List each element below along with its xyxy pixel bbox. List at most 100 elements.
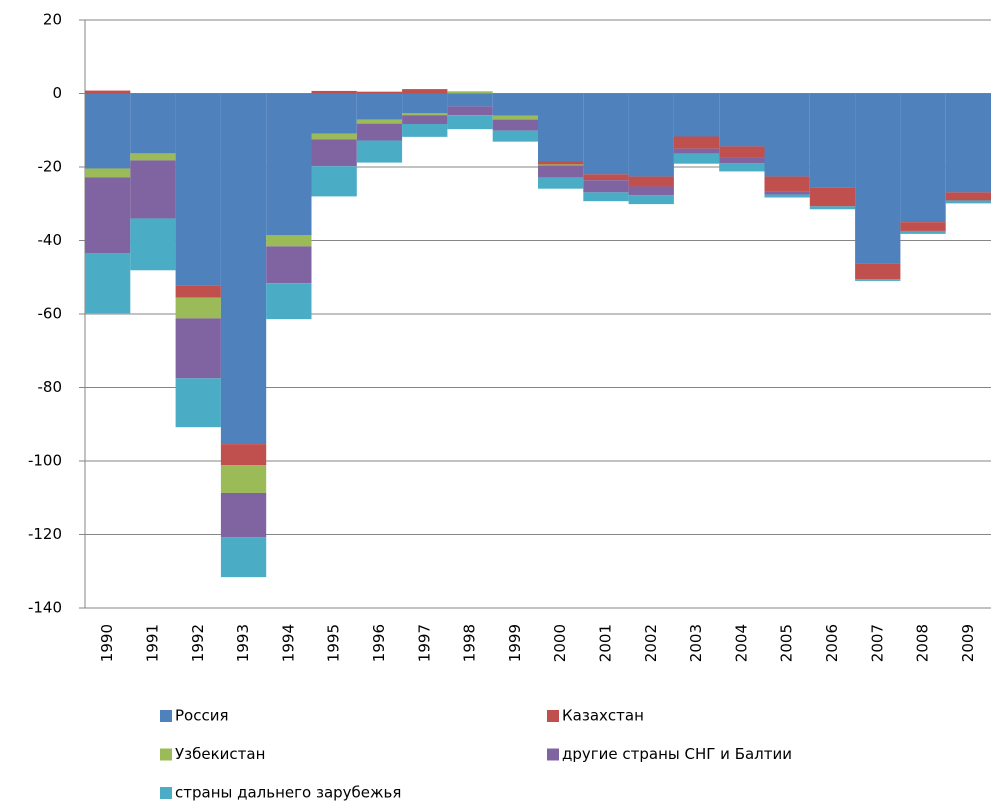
x-tick-label: 1991: [143, 624, 161, 662]
x-tick-label: 1990: [98, 624, 116, 662]
bar-segment: [538, 161, 584, 165]
x-tick-label: 2005: [778, 624, 796, 662]
bar-segment: [809, 206, 856, 210]
x-tick-label: 2007: [868, 624, 886, 662]
x-tick-label: 2009: [959, 624, 977, 662]
bar-segment: [538, 93, 584, 162]
bar-segment: [583, 174, 629, 181]
bar-segment: [447, 93, 493, 107]
bar-segment: [220, 492, 267, 538]
bar-segment: [583, 192, 629, 202]
y-tick-label: 0: [52, 84, 62, 102]
x-tick-label: 2006: [823, 624, 841, 662]
bar-segment: [220, 444, 267, 466]
bar-segment: [492, 119, 538, 131]
x-tick-label: 2001: [596, 624, 614, 662]
bar-segment: [447, 91, 493, 94]
bar-segment: [175, 297, 221, 319]
bar-segment: [356, 140, 403, 163]
bar-segment: [356, 91, 403, 94]
x-tick-label: 1993: [234, 624, 252, 662]
bar-segment: [628, 176, 674, 187]
x-tick-label: 2004: [732, 624, 750, 662]
bar-segment: [900, 222, 946, 231]
bar-segment: [175, 93, 221, 286]
bar-segment: [809, 187, 856, 207]
y-tick-label: -140: [28, 599, 62, 617]
legend-label: Казахстан: [562, 707, 644, 725]
y-tick-label: -20: [38, 158, 63, 176]
x-tick-label: 1992: [189, 624, 207, 662]
x-tick-label: 1999: [506, 624, 524, 662]
bar-segment: [311, 133, 357, 140]
bar-segment: [311, 139, 357, 167]
bar-segment: [311, 90, 357, 94]
bar-segment: [764, 194, 810, 198]
bar-segment: [673, 93, 720, 137]
legend-swatch: [547, 748, 559, 761]
x-tick-label: 1998: [461, 624, 479, 662]
bar-segment: [130, 93, 176, 154]
x-tick-label: 2008: [914, 624, 932, 662]
bar-segment: [130, 218, 176, 271]
y-tick-label: 20: [43, 11, 62, 29]
bar-segment: [220, 465, 267, 493]
bar-segment: [673, 136, 720, 149]
bar-segment: [945, 200, 991, 204]
legend-swatch: [160, 787, 172, 799]
y-tick-label: -60: [38, 305, 63, 323]
legend-label: другие страны СНГ и Балтии: [562, 745, 792, 763]
bar-segment: [628, 93, 674, 177]
bar-segment: [492, 93, 538, 116]
x-tick-label: 2003: [687, 624, 705, 662]
bar-segment: [628, 186, 674, 196]
bar-segment: [764, 191, 810, 195]
bar-segment: [447, 106, 493, 116]
bar-segment: [85, 168, 131, 178]
bar-segment: [492, 115, 538, 120]
y-tick-label: -80: [38, 378, 63, 396]
bar-segment: [402, 113, 448, 116]
bar-segment: [130, 160, 176, 219]
bar-segment: [855, 263, 901, 280]
bar-segment: [538, 164, 584, 166]
bar-segment: [855, 279, 901, 281]
bar-segment: [220, 537, 267, 578]
bar-segment: [266, 283, 312, 320]
bar-segment: [402, 93, 448, 114]
y-tick-label: -120: [28, 525, 62, 543]
bar-segment: [538, 165, 584, 178]
bar-segment: [900, 230, 946, 234]
x-tick-label: 1994: [279, 624, 297, 662]
bar-segment: [220, 93, 267, 445]
legend-label: Россия: [175, 707, 229, 725]
bar-segment: [175, 285, 221, 298]
bar-segment: [945, 93, 991, 193]
bar-segment: [583, 180, 629, 193]
bar-segment: [266, 246, 312, 284]
bar-segment: [402, 89, 448, 94]
bar-segment: [764, 93, 810, 177]
bar-segment: [447, 115, 493, 130]
x-tick-label: 2000: [551, 624, 569, 662]
bar-segment: [809, 93, 856, 188]
bar-segment: [85, 253, 131, 314]
bar-segment: [356, 119, 403, 124]
legend-label: Узбекистан: [175, 745, 265, 763]
bar-segment: [356, 93, 403, 120]
y-tick-label: -100: [28, 452, 62, 470]
bar-segment: [311, 93, 357, 134]
legend-label: страны дальнего зарубежья: [175, 784, 401, 802]
bar-segment: [945, 192, 991, 201]
bar-segment: [311, 166, 357, 197]
x-tick-label: 2002: [642, 624, 660, 662]
bar-segment: [85, 90, 131, 94]
bar-segment: [764, 176, 810, 192]
legend-swatch: [160, 710, 172, 722]
bar-segment: [402, 115, 448, 125]
legend-swatch: [160, 748, 172, 761]
bar-segment: [719, 146, 765, 158]
bar-segment: [492, 130, 538, 142]
bar-segment: [402, 124, 448, 137]
